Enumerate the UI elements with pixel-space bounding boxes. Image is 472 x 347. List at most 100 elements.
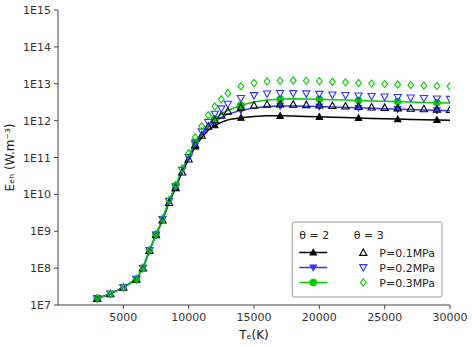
- series: [94, 77, 450, 302]
- y-tick: [54, 305, 58, 306]
- legend: θ = 2 θ = 3 P=0.1MPa P=0.2MPa P=0.3MPa: [292, 222, 442, 297]
- y-tick: [54, 10, 58, 11]
- data-point: [355, 103, 362, 109]
- data-point: [446, 96, 450, 102]
- y-tick: [54, 231, 58, 232]
- data-point: [218, 106, 225, 112]
- data-point: [395, 81, 401, 88]
- data-point: [146, 248, 153, 254]
- data-point: [251, 79, 257, 86]
- y-tick-label: 1E11: [23, 152, 51, 165]
- data-point: [94, 295, 100, 301]
- data-point: [330, 78, 336, 85]
- x-tick: [254, 305, 255, 309]
- data-point: [329, 102, 336, 108]
- y-tick-label: 1E13: [23, 78, 51, 91]
- data-point: [107, 290, 113, 297]
- data-point: [250, 93, 257, 99]
- data-point: [395, 116, 401, 122]
- y-tick-label: 1E12: [23, 115, 51, 128]
- data-point: [342, 103, 349, 109]
- data-point: [369, 80, 375, 87]
- data-point: [107, 291, 114, 297]
- data-point: [342, 92, 349, 98]
- data-point: [420, 95, 427, 101]
- legend-title: θ = 2 θ = 3: [299, 229, 383, 242]
- data-point: [250, 102, 257, 108]
- data-point: [120, 284, 127, 290]
- data-point: [277, 113, 283, 119]
- data-point: [152, 232, 159, 238]
- x-tick: [188, 305, 189, 309]
- data-point: [147, 247, 153, 254]
- data-point: [316, 114, 322, 120]
- legend-handle: [310, 249, 316, 255]
- data-point: [205, 119, 212, 125]
- chart: 500010000150002000025000300001E71E81E91E…: [0, 0, 472, 347]
- legend-handle: [310, 279, 316, 285]
- data-point: [94, 296, 101, 302]
- data-point: [433, 106, 440, 112]
- data-point: [263, 101, 270, 107]
- data-point: [290, 101, 297, 107]
- y-tick: [54, 83, 58, 84]
- x-tick-label: 15000: [237, 311, 272, 324]
- data-point: [290, 77, 296, 84]
- series-line: [97, 99, 450, 299]
- data-point: [225, 90, 231, 97]
- data-point: [434, 82, 440, 89]
- data-point: [394, 94, 401, 100]
- legend-handle: [360, 249, 367, 255]
- y-tick: [54, 194, 58, 195]
- data-point: [153, 231, 159, 238]
- x-tick: [450, 305, 451, 309]
- y-tick-label: 1E15: [23, 4, 51, 17]
- x-tick: [384, 305, 385, 309]
- x-tick: [319, 305, 320, 309]
- x-tick-label: 10000: [171, 311, 206, 324]
- legend-label: P=0.1MPa: [379, 247, 435, 260]
- legend-label: P=0.2MPa: [379, 262, 435, 275]
- data-point: [224, 101, 231, 107]
- data-point: [368, 103, 375, 109]
- data-point: [94, 295, 101, 301]
- data-point: [133, 276, 140, 282]
- y-tick-label: 1E9: [30, 225, 51, 238]
- data-point: [238, 83, 244, 90]
- data-point: [185, 155, 192, 161]
- data-point: [407, 105, 414, 111]
- data-point: [238, 115, 244, 121]
- y-tick: [54, 120, 58, 121]
- legend-label: P=0.3MPa: [379, 277, 435, 290]
- data-point: [179, 165, 185, 172]
- y-tick-label: 1E14: [23, 41, 51, 54]
- data-point: [146, 247, 153, 253]
- data-point: [94, 295, 100, 302]
- data-point: [212, 103, 218, 110]
- data-point: [408, 81, 414, 88]
- data-point: [277, 90, 284, 96]
- series: [94, 103, 450, 301]
- legend-handle: [360, 279, 366, 286]
- data-point: [343, 79, 349, 86]
- data-point: [199, 123, 205, 130]
- series: [94, 113, 450, 301]
- data-point: [382, 80, 388, 87]
- legend-handle: [360, 265, 367, 271]
- data-point: [218, 96, 224, 103]
- data-point: [237, 96, 244, 102]
- data-point: [316, 102, 323, 108]
- data-point: [447, 83, 450, 90]
- series: [94, 96, 450, 302]
- data-point: [420, 105, 427, 111]
- data-point: [290, 91, 297, 97]
- data-point: [237, 104, 244, 110]
- x-tick-label: 25000: [367, 311, 402, 324]
- data-point: [356, 79, 362, 86]
- series: [94, 90, 450, 302]
- data-point: [303, 77, 309, 84]
- data-point: [368, 93, 375, 99]
- data-point: [139, 265, 146, 271]
- data-point: [120, 285, 127, 291]
- data-point: [153, 232, 159, 238]
